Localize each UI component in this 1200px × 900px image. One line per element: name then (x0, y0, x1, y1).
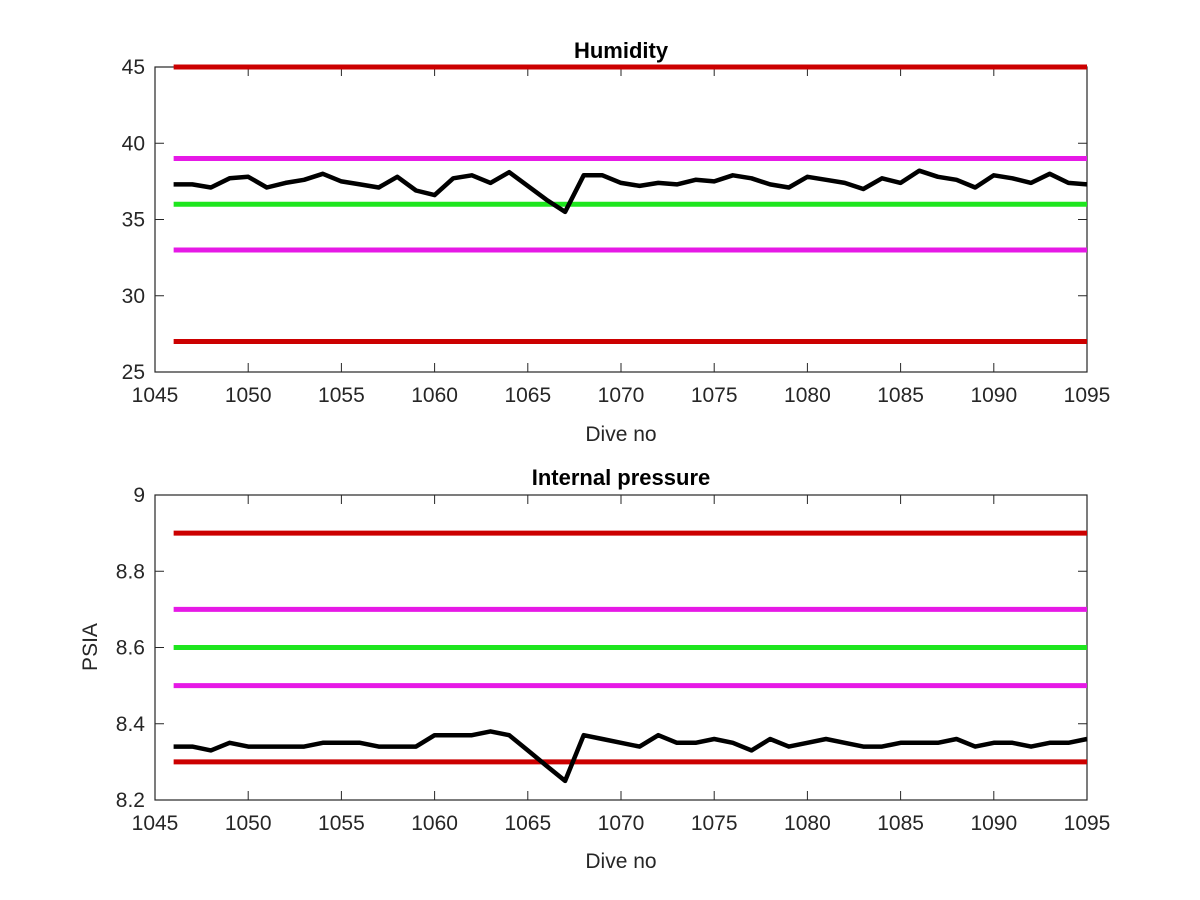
internal-pressure-x-tick-label: 1085 (877, 812, 924, 835)
internal-pressure-x-tick-label: 1045 (132, 812, 179, 835)
internal-pressure-x-tick-label: 1060 (411, 812, 458, 835)
humidity-x-tick-label: 1080 (784, 384, 831, 407)
humidity-data-line (173, 168, 1088, 215)
humidity-x-tick-label: 1070 (598, 384, 645, 407)
internal-pressure-x-tick-label: 1065 (504, 812, 551, 835)
internal-pressure-x-tick-label: 1050 (225, 812, 272, 835)
humidity-x-tick-label: 1095 (1064, 384, 1111, 407)
internal-pressure-y-tick-label: 8.2 (116, 789, 145, 812)
humidity-x-axis-label: Dive no (585, 423, 656, 446)
internal-pressure-y-axis-label: PSIA (79, 623, 102, 671)
internal-pressure-x-axis-label: Dive no (585, 850, 656, 873)
internal-pressure-y-tick-label: 9 (133, 484, 145, 507)
internal-pressure-chart-title: Internal pressure (532, 465, 711, 490)
humidity-x-tick-label: 1060 (411, 384, 458, 407)
humidity-x-tick-label: 1065 (504, 384, 551, 407)
internal-pressure-data-line (173, 729, 1088, 784)
internal-pressure-x-tick-label: 1090 (970, 812, 1017, 835)
humidity-x-tick-label: 1090 (970, 384, 1017, 407)
humidity-x-tick-label: 1050 (225, 384, 272, 407)
humidity-x-tick-label: 1055 (318, 384, 365, 407)
humidity-subplot: Humidity Dive no 1045 1050 1055 1060 1065 107… (122, 38, 1111, 446)
humidity-x-tick-label: 1075 (691, 384, 738, 407)
humidity-x-tick-label: 1045 (132, 384, 179, 407)
humidity-y-tick-label: 45 (122, 56, 145, 79)
internal-pressure-subplot: Internal pressure Dive no PSIA 1045 1050 1… (79, 465, 1110, 873)
humidity-y-tick-label: 25 (122, 361, 145, 384)
internal-pressure-x-tick-label: 1080 (784, 812, 831, 835)
internal-pressure-y-tick-label: 8.6 (116, 637, 145, 660)
humidity-axes-box (154, 66, 1088, 373)
humidity-y-tick-label: 30 (122, 285, 145, 308)
humidity-y-tick-label: 40 (122, 132, 145, 155)
humidity-x-tick-label: 1085 (877, 384, 924, 407)
internal-pressure-x-tick-label: 1095 (1064, 812, 1111, 835)
humidity-chart-title: Humidity (574, 38, 669, 63)
internal-pressure-x-tick-label: 1070 (598, 812, 645, 835)
internal-pressure-y-tick-label: 8.8 (116, 560, 145, 583)
humidity-y-tick-label: 35 (122, 209, 145, 232)
internal-pressure-y-tick-label: 8.4 (116, 713, 146, 736)
internal-pressure-x-tick-label: 1075 (691, 812, 738, 835)
internal-pressure-x-tick-label: 1055 (318, 812, 365, 835)
